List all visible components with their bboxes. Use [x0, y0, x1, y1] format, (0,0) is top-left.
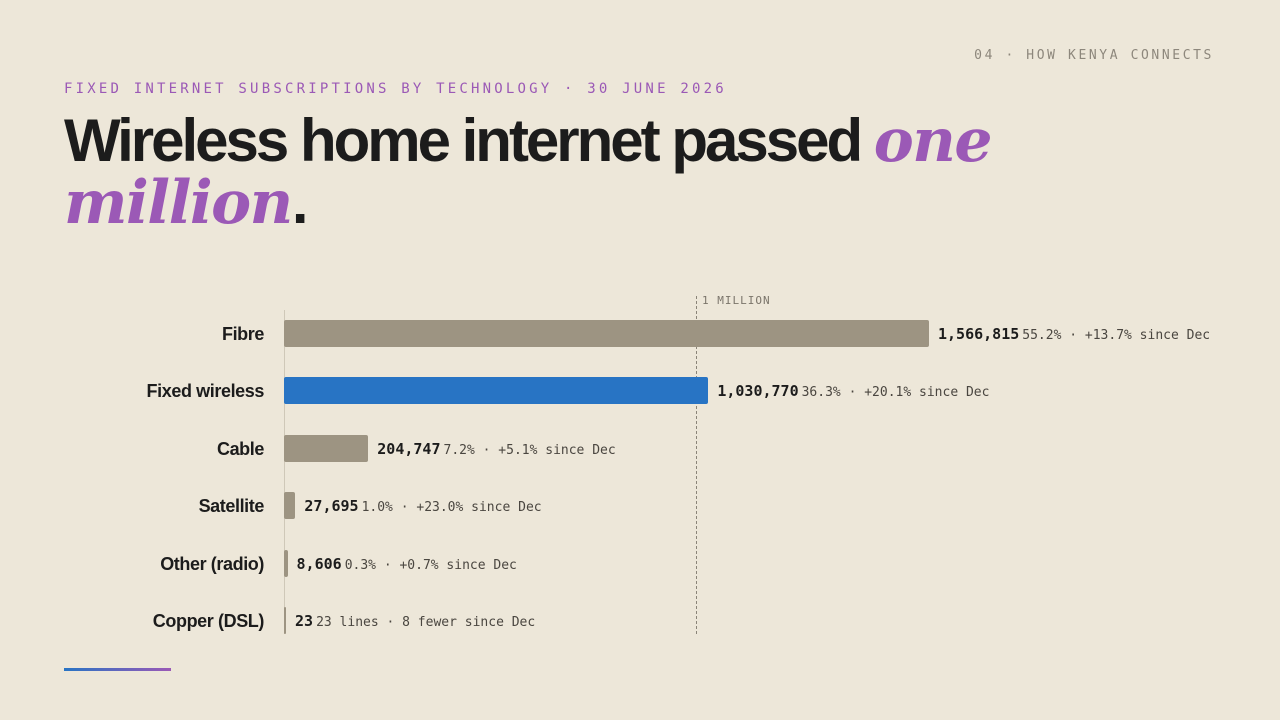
category-label: Fibre: [221, 324, 264, 344]
headline-main: Wireless home internet passed: [64, 107, 874, 174]
bar: [284, 492, 296, 519]
bar: [284, 550, 288, 577]
bar-annotation: 27,695 1.0% · +23.0% since Dec: [304, 492, 541, 520]
reference-line: [696, 296, 697, 634]
bar-value-label: 204,747: [377, 440, 441, 458]
bar-detail-label: 36.3% · +20.1% since Dec: [801, 385, 990, 400]
bar-row: Cable 204,747 7.2% · +5.1% since Dec: [0, 435, 1280, 463]
bar-detail-label: 7.2% · +5.1% since Dec: [443, 443, 616, 458]
bar: [284, 435, 369, 462]
headline: Wireless home internet passed one millio…: [64, 107, 1184, 236]
bar-annotation: 1,030,770 36.3% · +20.1% since Dec: [717, 377, 989, 405]
bar-row: Copper (DSL) 23 23 lines · 8 fewer since D…: [0, 607, 1280, 635]
category-label: Other (radio): [160, 554, 264, 574]
bar-row: Fibre 1,566,815 55.2% · +13.7% since Dec: [0, 320, 1280, 348]
chart-eyebrow: FIXED INTERNET SUBSCRIPTIONS BY TECHNOLO…: [64, 81, 727, 97]
headline-end: .: [291, 169, 309, 236]
category-label: Satellite: [198, 496, 265, 516]
bar-row: Fixed wireless 1,030,770 36.3% · +20.1% si…: [0, 377, 1280, 405]
bar: [284, 320, 929, 347]
footer-rule: [64, 668, 171, 671]
bar-value-label: 23: [295, 612, 314, 630]
bar-detail-label: 1.0% · +23.0% since Dec: [361, 500, 542, 515]
bar-value-label: 27,695: [304, 497, 359, 515]
bar-detail-label: 23 lines · 8 fewer since Dec: [316, 615, 536, 630]
bar-annotation: 23 23 lines · 8 fewer since Dec: [295, 607, 535, 635]
bar-detail-label: 0.3% · +0.7% since Dec: [344, 558, 517, 573]
bar-annotation: 8,606 0.3% · +0.7% since Dec: [297, 550, 517, 578]
headline-accent: one million: [64, 106, 993, 238]
category-label: Cable: [216, 439, 264, 459]
axis-baseline: [284, 310, 285, 634]
bar: [284, 377, 709, 404]
bar-detail-label: 55.2% · +13.7% since Dec: [1022, 328, 1211, 343]
bar-row: Other (radio) 8,606 0.3% · +0.7% since Dec: [0, 550, 1280, 578]
reference-line-label: 1 MILLION: [702, 294, 771, 307]
bar-chart: 1 MILLION Fibre 1,566,815 55.2% · +13.7% si…: [0, 280, 1280, 650]
bar-row: Satellite 27,695 1.0% · +23.0% since Dec: [0, 492, 1280, 520]
category-label: Fixed wireless: [146, 381, 265, 401]
category-label: Copper (DSL): [152, 611, 265, 631]
bar-value-label: 8,606: [296, 555, 342, 573]
slide-tag: 04 · HOW KENYA CONNECTS: [974, 48, 1214, 63]
bar-value-label: 1,566,815: [938, 325, 1020, 343]
bar-value-label: 1,030,770: [717, 382, 799, 400]
bar-annotation: 1,566,815 55.2% · +13.7% since Dec: [938, 320, 1210, 348]
bar: [284, 607, 286, 634]
bar-annotation: 204,747 7.2% · +5.1% since Dec: [377, 435, 615, 463]
